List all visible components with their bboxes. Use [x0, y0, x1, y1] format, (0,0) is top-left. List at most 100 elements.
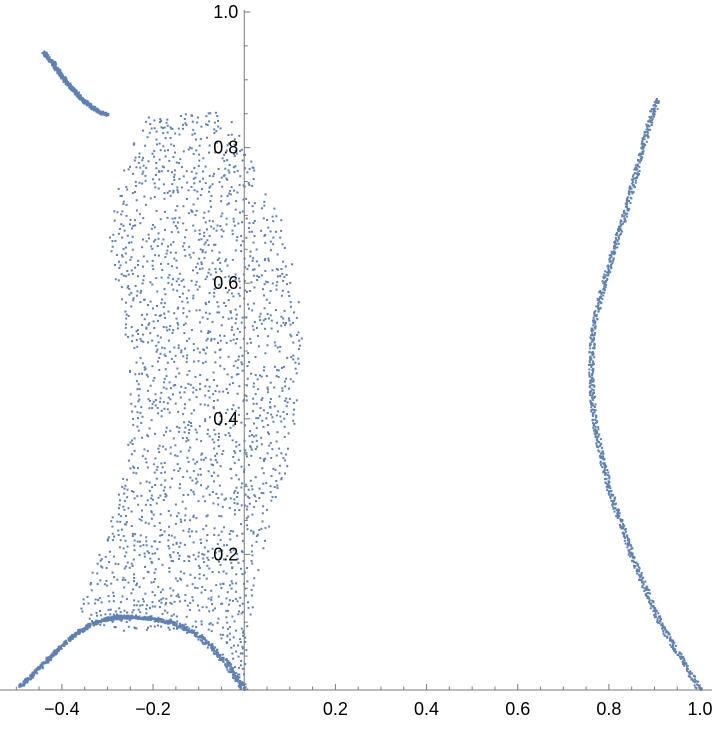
- data-point: [245, 197, 248, 200]
- data-point: [160, 119, 163, 122]
- data-point: [234, 666, 236, 669]
- data-point: [182, 494, 185, 496]
- data-point: [660, 618, 662, 620]
- data-point: [139, 482, 142, 485]
- data-point: [178, 487, 181, 490]
- data-point: [128, 293, 131, 296]
- data-point: [249, 255, 252, 258]
- data-point: [226, 264, 229, 267]
- data-point: [178, 162, 180, 165]
- data-point: [244, 594, 247, 597]
- data-point: [632, 173, 635, 176]
- data-point: [234, 342, 237, 345]
- data-point: [159, 352, 162, 355]
- data-point: [591, 332, 594, 335]
- data-point: [273, 486, 276, 488]
- data-point: [633, 172, 636, 175]
- data-point: [651, 113, 654, 116]
- data-point: [153, 327, 156, 329]
- data-point: [594, 431, 597, 434]
- data-point: [225, 177, 228, 180]
- data-point: [73, 635, 76, 638]
- data-point: [278, 447, 281, 450]
- data-point: [230, 561, 233, 564]
- data-point: [204, 251, 207, 254]
- data-point: [227, 299, 230, 302]
- data-point: [239, 652, 242, 655]
- data-point: [125, 514, 127, 517]
- data-point: [623, 215, 626, 218]
- data-point: [168, 350, 171, 353]
- data-point: [218, 181, 221, 184]
- data-point: [142, 340, 145, 343]
- data-point: [641, 142, 644, 145]
- data-point: [631, 182, 634, 185]
- data-point: [643, 135, 646, 138]
- data-point: [628, 552, 631, 555]
- data-point: [125, 523, 128, 526]
- data-point: [590, 334, 593, 337]
- data-point: [234, 675, 237, 678]
- data-point: [170, 265, 173, 268]
- data-point: [165, 430, 167, 433]
- data-point: [158, 599, 161, 602]
- data-point: [269, 398, 272, 400]
- data-point: [131, 588, 134, 591]
- data-point: [167, 310, 170, 313]
- data-point: [613, 510, 616, 513]
- data-point: [160, 391, 163, 394]
- data-point: [263, 204, 266, 207]
- data-point: [195, 482, 198, 485]
- data-point: [249, 430, 252, 433]
- data-point: [236, 496, 239, 498]
- data-point: [266, 412, 269, 415]
- data-point: [160, 598, 163, 601]
- data-point: [78, 632, 81, 635]
- data-point: [142, 275, 145, 277]
- data-point: [179, 483, 181, 486]
- data-point: [244, 686, 247, 689]
- data-point: [159, 118, 162, 120]
- data-point: [164, 316, 167, 319]
- data-point: [184, 514, 187, 517]
- data-point: [164, 609, 166, 612]
- data-point: [124, 539, 127, 542]
- data-point: [174, 209, 177, 212]
- data-point: [184, 426, 187, 429]
- data-point: [123, 500, 126, 503]
- data-point: [173, 257, 176, 260]
- data-point: [247, 463, 250, 466]
- data-point: [157, 558, 160, 561]
- data-point: [250, 454, 253, 457]
- data-point: [238, 134, 241, 137]
- data-point: [157, 237, 160, 240]
- data-point: [238, 443, 241, 446]
- data-point: [646, 134, 649, 137]
- data-point: [591, 403, 594, 406]
- data-point: [206, 514, 209, 517]
- data-point: [142, 156, 145, 159]
- data-point: [645, 595, 648, 597]
- data-point: [226, 609, 229, 612]
- data-point: [114, 240, 117, 242]
- data-point: [596, 432, 599, 435]
- data-point: [150, 616, 153, 619]
- data-point: [255, 439, 258, 442]
- data-point: [185, 170, 188, 173]
- data-point: [252, 268, 255, 271]
- data-point: [241, 354, 244, 357]
- data-point: [99, 579, 102, 582]
- data-point: [174, 454, 177, 457]
- data-point: [276, 330, 279, 333]
- data-point: [162, 145, 165, 148]
- data-point: [169, 514, 172, 517]
- data-point: [233, 153, 235, 155]
- data-point: [171, 217, 174, 220]
- data-point: [612, 507, 615, 510]
- data-point: [590, 394, 593, 397]
- data-point: [219, 339, 222, 342]
- data-point: [204, 301, 207, 304]
- data-point: [30, 673, 33, 676]
- data-point: [288, 397, 291, 400]
- data-point: [618, 509, 620, 512]
